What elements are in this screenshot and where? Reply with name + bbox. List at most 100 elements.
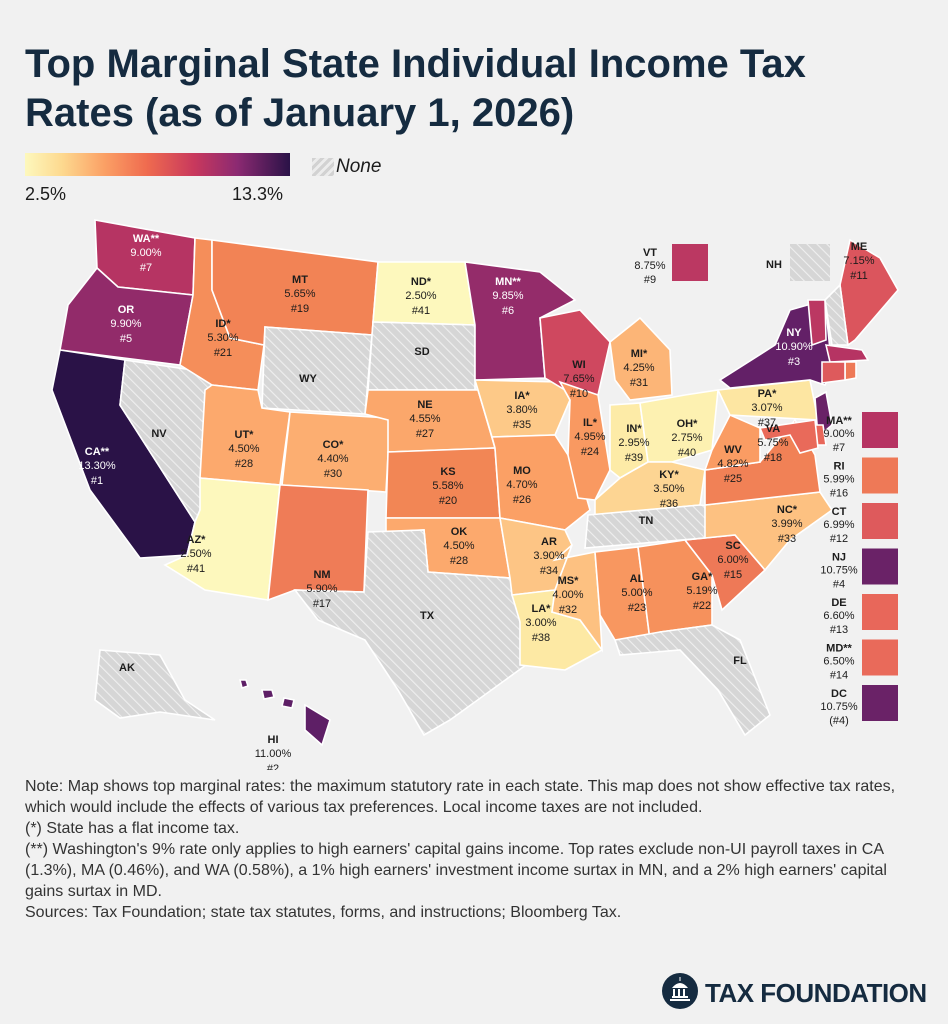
state-rank-ok: #28 [450, 555, 468, 567]
state-label-ny: NY [786, 327, 802, 339]
state-rank-id: #21 [214, 347, 232, 359]
state-rate-nc: 3.99% [771, 518, 802, 530]
legend-rate-vt: 8.75% [634, 260, 665, 272]
state-rate-ar: 3.90% [533, 550, 564, 562]
legend-box-md [862, 639, 898, 676]
state-vt [807, 299, 827, 347]
legend-label-nh: NH [766, 259, 782, 271]
state-rank-ms: #32 [559, 604, 577, 616]
state-label-ky: KY* [659, 469, 679, 481]
state-rank-nd: #41 [412, 305, 430, 317]
state-label-mt: MT [292, 274, 308, 286]
state-rank-ia: #35 [513, 419, 531, 431]
state-rank-va: #18 [764, 452, 782, 464]
legend-rank-nj: #4 [833, 579, 845, 591]
state-rate-ca: 13.30% [78, 460, 116, 472]
legend-rate-dc: 10.75% [820, 701, 858, 713]
state-rate-hi: 11.00% [255, 748, 292, 760]
state-hi-island-3 [281, 697, 295, 709]
state-rank-az: #41 [187, 563, 205, 575]
state-rank-wi: #10 [570, 388, 588, 400]
state-rank-oh: #40 [678, 447, 696, 459]
legend-max-label: 13.3% [232, 184, 284, 204]
legend-label-ct: CT [832, 506, 847, 518]
legend-label-ri: RI [834, 461, 845, 473]
state-label-id: ID* [215, 318, 231, 330]
state-label-ut: UT* [235, 429, 255, 441]
state-label-ak: AK [119, 662, 135, 674]
state-rank-mt: #19 [291, 303, 309, 315]
state-label-in: IN* [626, 423, 642, 435]
legend-rank-dc: (#4) [829, 715, 849, 727]
state-rank-ny: #3 [788, 356, 800, 368]
state-label-az: AZ* [187, 534, 207, 546]
state-label-wy: WY [299, 373, 317, 385]
legend-none-label: None [336, 156, 382, 177]
state-rate-ut: 4.50% [228, 443, 259, 455]
legend-rank-ct: #12 [830, 533, 848, 545]
legend-rate-ma: 9.00% [823, 428, 854, 440]
state-rate-sc: 6.00% [717, 554, 748, 566]
legend-label-dc: DC [831, 688, 847, 700]
state-label-wv: WV [724, 444, 742, 456]
state-label-ok: OK [451, 526, 468, 538]
legend-label-nj: NJ [832, 552, 846, 564]
note-sources: Sources: Tax Foundation; state tax statu… [25, 904, 622, 921]
state-nh [824, 283, 849, 346]
legend-label-de: DE [831, 597, 846, 609]
state-rate-nm: 5.90% [306, 583, 337, 595]
state-rank-nc: #33 [778, 533, 796, 545]
state-rank-sc: #15 [724, 569, 742, 581]
state-label-la: LA* [532, 603, 552, 615]
state-label-co: CO* [323, 439, 345, 451]
state-hi-island-2 [261, 689, 276, 700]
legend-rank-md: #14 [830, 670, 848, 682]
legend-box-de [862, 594, 898, 630]
legend-rank-ri: #16 [830, 488, 848, 500]
state-rate-nd: 2.50% [405, 290, 436, 302]
state-rate-mo: 4.70% [506, 479, 537, 491]
state-rank-ne: #27 [416, 428, 434, 440]
state-rate-mt: 5.65% [284, 288, 315, 300]
state-rank-ut: #28 [235, 458, 253, 470]
state-rank-nm: #17 [313, 598, 331, 610]
state-hi-island-1 [238, 679, 250, 690]
state-label-il: IL* [583, 417, 598, 429]
state-co [281, 411, 391, 493]
state-rank-wv: #25 [724, 473, 742, 485]
state-ri [844, 361, 857, 381]
state-rank-al: #23 [628, 602, 646, 614]
note-flat-tax: (*) State has a flat income tax. [25, 820, 240, 837]
legend-rank-de: #13 [830, 624, 848, 636]
state-rate-wa: 9.00% [130, 247, 161, 259]
legend-box-ct [862, 503, 898, 539]
legend-rank-ma: #7 [833, 442, 845, 454]
state-rate-ky: 3.50% [653, 483, 684, 495]
state-label-oh: OH* [677, 418, 699, 430]
state-rate-ia: 3.80% [506, 404, 537, 416]
state-rank-ks: #20 [439, 495, 457, 507]
state-ct [821, 361, 846, 384]
state-rank-ar: #34 [540, 565, 558, 577]
state-label-nd: ND* [411, 276, 432, 288]
state-rate-id: 5.30% [207, 332, 238, 344]
state-rate-in: 2.95% [618, 437, 649, 449]
state-rate-or: 9.90% [110, 318, 141, 330]
state-rank-mi: #31 [630, 377, 648, 389]
state-label-sd: SD [414, 346, 429, 358]
state-rank-hi: #2 [267, 763, 279, 770]
state-rank-la: #38 [532, 632, 550, 644]
color-scale-legend [25, 153, 290, 176]
state-rate-mn: 9.85% [492, 290, 523, 302]
state-rate-pa: 3.07% [751, 402, 782, 414]
state-md [758, 419, 819, 454]
state-rate-mi: 4.25% [623, 362, 654, 374]
state-label-mi: MI* [631, 348, 648, 360]
state-label-or: OR [118, 304, 135, 316]
note-main: Note: Map shows top marginal rates: the … [25, 778, 896, 816]
state-label-tx: TX [420, 610, 435, 622]
state-label-mn: MN** [495, 276, 521, 288]
state-rank-pa: #37 [758, 417, 776, 429]
state-label-ks: KS [440, 466, 455, 478]
